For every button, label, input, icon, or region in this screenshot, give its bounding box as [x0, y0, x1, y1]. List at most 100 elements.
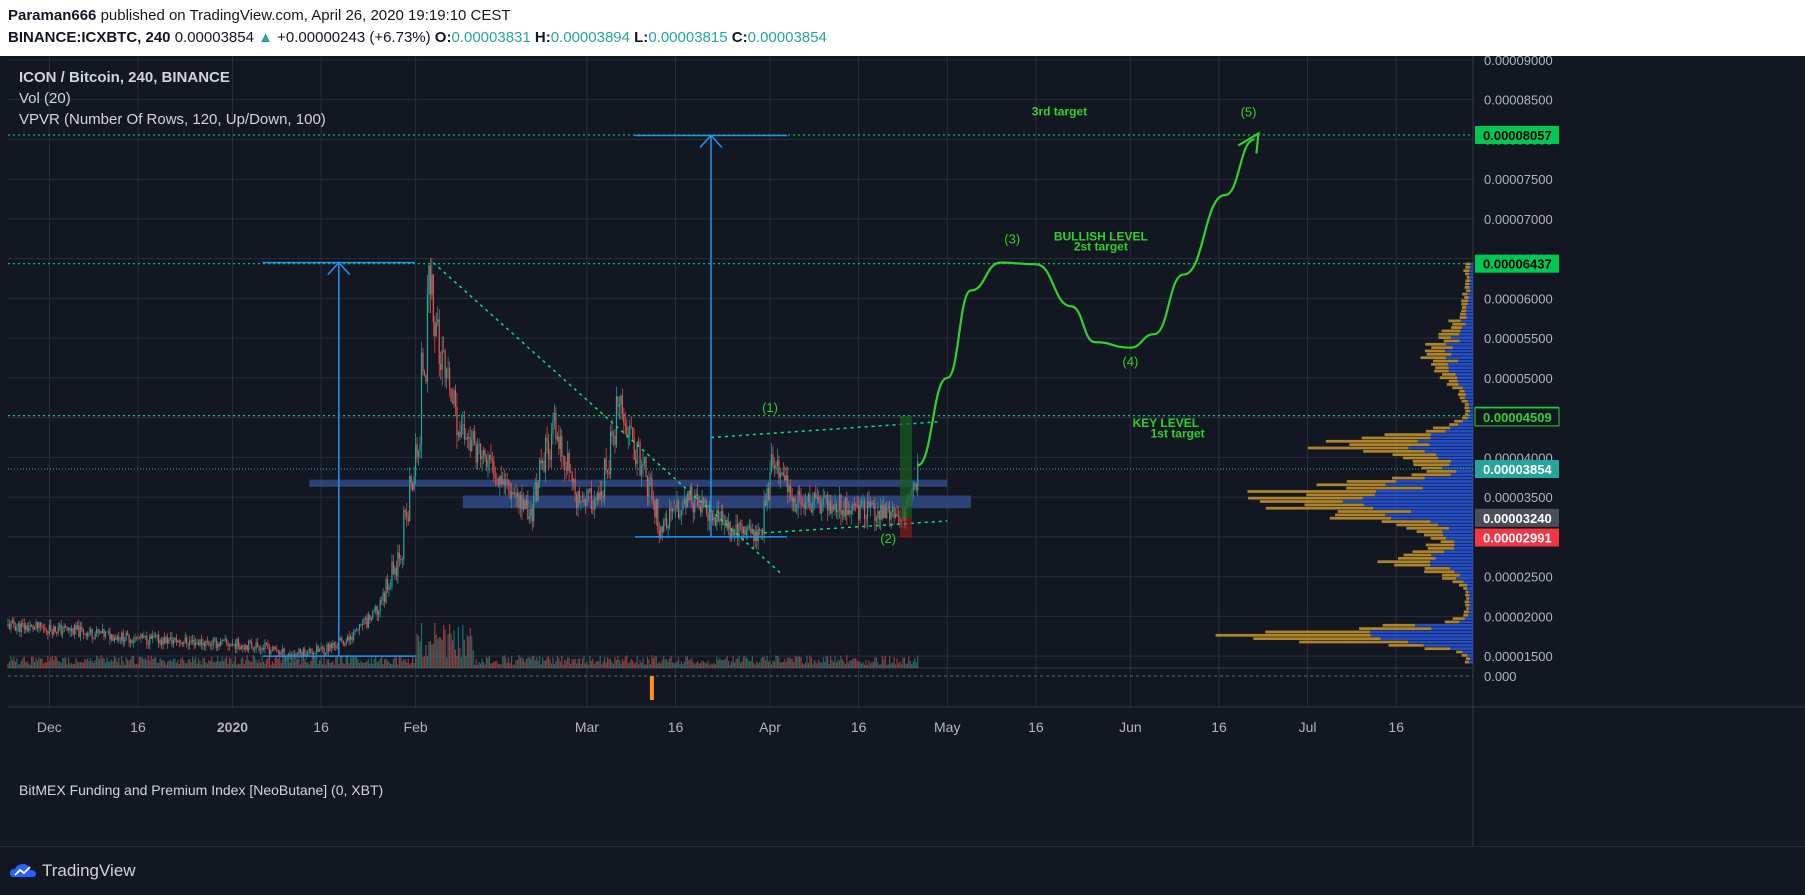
volume-bar: [330, 662, 333, 668]
vpvr-row-down: [1442, 573, 1461, 577]
chart-annotation[interactable]: KEY LEVEL: [1133, 416, 1199, 430]
candle-body: [815, 492, 817, 499]
volume-bar: [719, 658, 721, 668]
candle-body: [113, 637, 115, 641]
volume-bar: [186, 663, 188, 668]
candle-body: [255, 642, 257, 650]
candle-body: [203, 642, 206, 647]
candle-body: [97, 629, 99, 633]
volume-bar: [28, 663, 30, 668]
candle-body: [784, 475, 786, 481]
candle-body: [515, 492, 517, 497]
volume-bar: [596, 660, 598, 668]
chart-annotation[interactable]: 2st target: [1074, 240, 1128, 254]
volume-bar: [832, 661, 835, 668]
volume-bar: [51, 655, 53, 668]
candle-body: [863, 501, 866, 519]
volume-bar: [208, 660, 210, 668]
vpvr-row-up: [1468, 613, 1473, 617]
volume-bar: [268, 656, 270, 668]
close-value: 0.00003854: [747, 29, 827, 46]
chart-annotation[interactable]: (1): [762, 400, 778, 415]
price-label[interactable]: 0.00002991: [1483, 531, 1552, 546]
candle-body: [794, 497, 796, 512]
candle-body: [169, 637, 172, 639]
candle-body: [289, 654, 291, 657]
chart-annotation[interactable]: 1st target: [1151, 427, 1205, 441]
tradingview-logo[interactable]: TradingView: [10, 861, 136, 881]
candle-body: [537, 481, 539, 502]
descending-trendline[interactable]: [432, 262, 783, 575]
candle-body: [618, 404, 621, 407]
volume-bar: [218, 661, 220, 668]
legend-vpvr[interactable]: VPVR (Number Of Rows, 120, Up/Down, 100): [19, 111, 326, 128]
chart-annotation[interactable]: (4): [1122, 354, 1138, 369]
candle-body: [67, 628, 70, 631]
volume-bar: [13, 656, 15, 668]
legend-title[interactable]: ICON / Bitcoin, 240, BINANCE: [19, 69, 230, 86]
volume-bar: [728, 660, 730, 668]
candle-body: [450, 388, 452, 402]
candle-body: [841, 509, 844, 515]
position-target-zone[interactable]: [899, 416, 912, 518]
volume-bar: [853, 658, 855, 668]
candle-body: [160, 640, 163, 645]
vpvr-row-up: [1469, 282, 1473, 286]
candle-body: [394, 567, 396, 575]
vpvr-row-down: [1434, 369, 1449, 373]
candle-body: [620, 395, 622, 405]
volume-bar: [865, 660, 867, 668]
volume-bar: [389, 663, 392, 668]
candle-body: [510, 491, 513, 499]
volume-bar: [759, 662, 761, 668]
legend-volume[interactable]: Vol (20): [19, 90, 71, 107]
chart-annotation[interactable]: 3rd target: [1032, 105, 1087, 119]
candle-body: [48, 624, 50, 634]
volume-bar: [559, 661, 561, 668]
chart-annotation[interactable]: (5): [1241, 104, 1257, 119]
published-text: published on TradingView.com, April 26, …: [96, 7, 511, 24]
chart-annotation[interactable]: (2): [880, 531, 896, 546]
candle-body: [87, 632, 89, 637]
candle-body: [454, 389, 457, 407]
volume-bar: [496, 660, 498, 668]
candle-body: [649, 477, 652, 479]
chart-annotation[interactable]: (3): [1004, 232, 1020, 247]
vpvr-row-down: [1465, 593, 1470, 597]
author-name[interactable]: Paraman666: [8, 7, 97, 24]
volume-bar: [747, 659, 749, 668]
volume-bar: [639, 659, 641, 668]
position-stop-zone[interactable]: [899, 517, 912, 538]
candle-body: [212, 639, 214, 646]
chart-annotation[interactable]: BULLISH LEVEL: [1054, 229, 1148, 243]
volume-bar: [818, 659, 820, 668]
volume-bar: [707, 660, 709, 668]
candle-body: [31, 625, 33, 626]
volume-bar: [897, 663, 900, 668]
volume-bar: [410, 662, 412, 668]
volume-bar: [172, 658, 175, 668]
price-label[interactable]: 0.00003854: [1483, 462, 1552, 477]
candle-body: [524, 499, 526, 509]
funding-indicator-label[interactable]: BitMEX Funding and Premium Index [NeoBut…: [19, 782, 384, 798]
volume-bar: [605, 662, 607, 668]
price-label[interactable]: 0.00003240: [1483, 511, 1552, 526]
volume-bar: [828, 663, 830, 668]
volume-bar: [127, 659, 129, 668]
volume-bar: [434, 622, 436, 668]
candle-body: [542, 460, 544, 464]
price-label[interactable]: 0.00004509: [1483, 410, 1552, 425]
volume-bar: [838, 660, 841, 668]
candle-body: [674, 509, 677, 511]
price-label[interactable]: 0.00008057: [1483, 128, 1552, 143]
vpvr-row-up: [1408, 446, 1473, 450]
candle-body: [194, 642, 197, 646]
elliott-wave-projection[interactable]: [917, 138, 1255, 467]
volume-bar: [23, 656, 25, 668]
volume-bar: [373, 659, 375, 668]
price-label[interactable]: 0.00006437: [1483, 257, 1552, 272]
support-trendline[interactable]: [764, 520, 948, 534]
volume-bar: [589, 655, 591, 668]
candle-body: [630, 425, 632, 427]
price-chart[interactable]: 0.000090000.000085000.000080000.00007500…: [0, 0, 1805, 846]
